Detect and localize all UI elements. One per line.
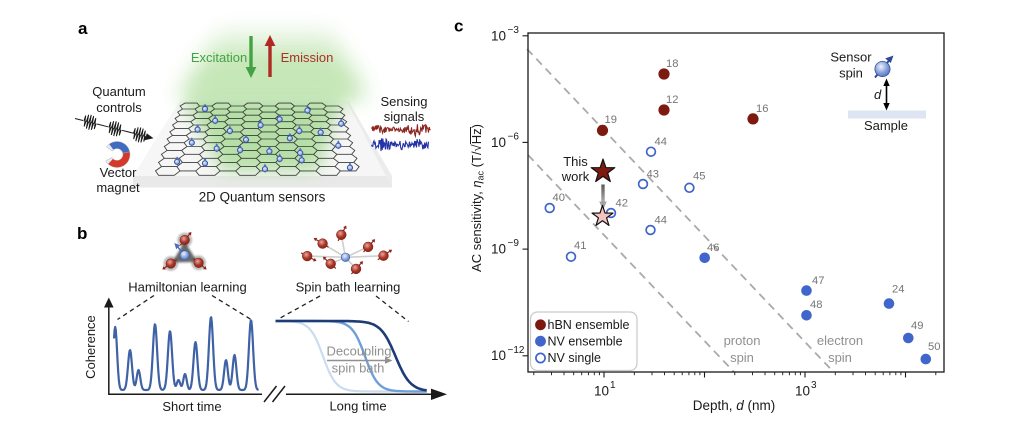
svg-text:proton: proton	[724, 333, 761, 348]
svg-text:controls: controls	[96, 100, 142, 115]
svg-text:Spin bath learning: Spin bath learning	[296, 280, 401, 295]
svg-text:NV single: NV single	[548, 351, 602, 365]
svg-text:44: 44	[655, 136, 667, 148]
svg-text:12: 12	[666, 94, 678, 106]
svg-text:AC sensitivity, ηac (T/√Hz): AC sensitivity, ηac (T/√Hz)	[469, 124, 486, 272]
svg-text:10: 10	[795, 384, 810, 399]
svg-text:49: 49	[911, 320, 923, 332]
svg-text:Sensing: Sensing	[381, 94, 428, 109]
svg-text:spin: spin	[730, 350, 754, 365]
svg-text:Depth, d (nm): Depth, d (nm)	[693, 398, 776, 413]
svg-text:2D Quantum sensors: 2D Quantum sensors	[199, 190, 326, 205]
svg-text:b: b	[77, 224, 87, 243]
svg-text:40: 40	[553, 192, 565, 204]
svg-text:Decoupling: Decoupling	[326, 344, 391, 359]
svg-text:24: 24	[892, 284, 904, 296]
svg-text:41: 41	[574, 240, 586, 252]
svg-text:Short time: Short time	[162, 399, 221, 414]
svg-text:48: 48	[810, 299, 822, 311]
svg-text:electron: electron	[817, 333, 863, 348]
svg-text:Long time: Long time	[329, 399, 386, 414]
svg-text:43: 43	[647, 169, 659, 181]
svg-text:−3: −3	[508, 25, 520, 36]
svg-text:45: 45	[693, 171, 705, 183]
svg-text:−9: −9	[508, 238, 520, 249]
svg-text:a: a	[78, 19, 88, 38]
svg-text:3: 3	[811, 380, 817, 391]
svg-text:spin: spin	[839, 66, 863, 81]
svg-text:−6: −6	[508, 131, 520, 142]
svg-text:d: d	[874, 87, 882, 102]
svg-text:hBN ensemble: hBN ensemble	[548, 318, 630, 332]
svg-text:10: 10	[491, 135, 506, 150]
svg-text:42: 42	[616, 198, 628, 210]
svg-text:Vector: Vector	[100, 165, 138, 180]
svg-text:10: 10	[491, 242, 506, 257]
svg-text:spin: spin	[828, 350, 852, 365]
svg-text:−12: −12	[508, 345, 525, 356]
svg-text:Excitation: Excitation	[191, 50, 247, 65]
svg-text:This: This	[563, 154, 588, 169]
svg-text:46: 46	[707, 242, 719, 254]
svg-text:signals: signals	[384, 109, 425, 124]
svg-text:work: work	[561, 169, 590, 184]
svg-text:10: 10	[491, 348, 506, 363]
svg-text:1: 1	[610, 380, 616, 391]
svg-text:Quantum: Quantum	[92, 84, 145, 99]
svg-text:Coherence: Coherence	[83, 315, 98, 379]
svg-text:Hamiltonian learning: Hamiltonian learning	[128, 280, 247, 295]
svg-text:NV ensemble: NV ensemble	[548, 334, 623, 348]
svg-text:Sample: Sample	[864, 118, 908, 133]
svg-text:47: 47	[812, 275, 824, 287]
svg-text:Emission: Emission	[281, 50, 334, 65]
svg-text:50: 50	[928, 341, 940, 353]
svg-text:10: 10	[594, 384, 609, 399]
svg-text:10: 10	[491, 28, 506, 43]
svg-text:19: 19	[605, 114, 617, 126]
svg-text:spin bath: spin bath	[332, 361, 385, 376]
svg-text:18: 18	[666, 58, 678, 70]
svg-text:16: 16	[756, 103, 768, 115]
svg-text:magnet: magnet	[96, 180, 140, 195]
svg-text:Sensor: Sensor	[830, 50, 872, 65]
svg-text:44: 44	[655, 215, 667, 227]
svg-text:c: c	[454, 17, 463, 36]
